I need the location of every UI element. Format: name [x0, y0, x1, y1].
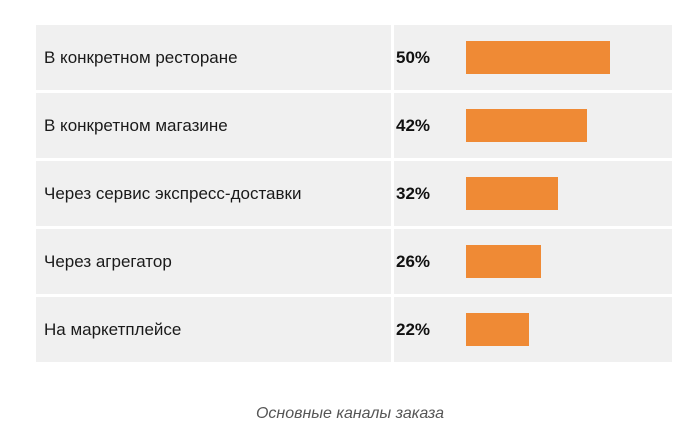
chart-row: В конкретном ресторане 50%: [36, 25, 672, 90]
data-label: 22%: [396, 319, 431, 339]
data-label: 26%: [396, 251, 431, 271]
value-cell: 32%: [394, 161, 672, 226]
category-label: Через агрегатор: [36, 229, 391, 294]
data-label: 50%: [396, 47, 431, 67]
value-cell: 22%: [394, 297, 672, 362]
value-cell: 50%: [394, 25, 672, 90]
data-label: 42%: [396, 115, 431, 135]
category-label: На маркетплейсе: [36, 297, 391, 362]
chart-row: На маркетплейсе 22%: [36, 297, 672, 362]
chart-caption: Основные каналы заказа: [255, 405, 445, 422]
chart-row: Через агрегатор 26%: [36, 229, 672, 294]
value-cell: 42%: [394, 93, 672, 158]
category-label: Через сервис экспресс-доставки: [36, 161, 391, 226]
bar-chart: В конкретном ресторане 50% В конкретном ма…: [36, 25, 672, 365]
bar: [466, 109, 587, 142]
chart-row: В конкретном магазине 42%: [36, 93, 672, 158]
category-label: В конкретном ресторане: [36, 25, 391, 90]
bar: [466, 41, 610, 74]
bar: [466, 313, 530, 346]
value-cell: 26%: [394, 229, 672, 294]
data-label: 32%: [396, 183, 431, 203]
category-label: В конкретном магазине: [36, 93, 391, 158]
bar: [466, 177, 559, 210]
chart-row: Через сервис экспресс-доставки 32%: [36, 161, 672, 226]
bar: [466, 245, 541, 278]
